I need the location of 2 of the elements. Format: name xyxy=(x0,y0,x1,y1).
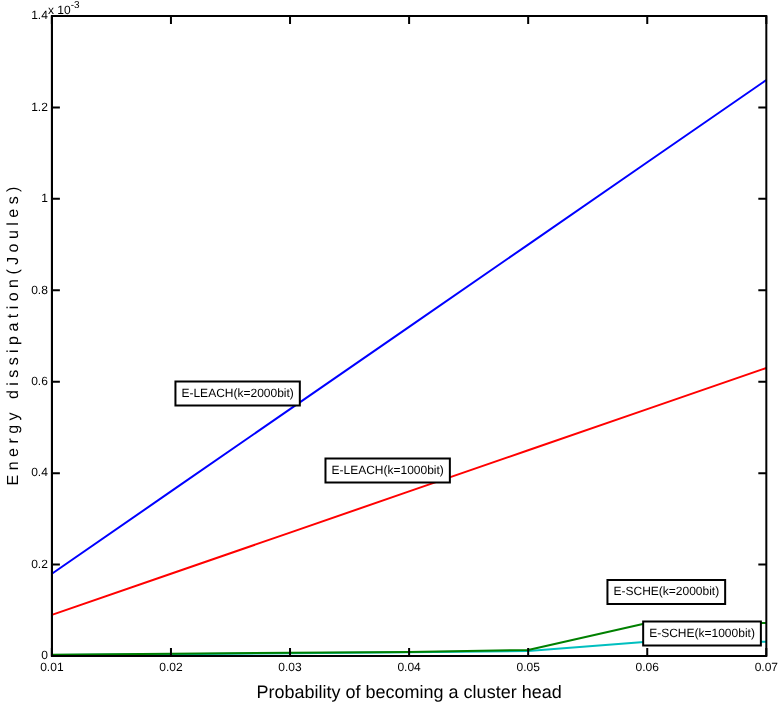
y-axis-title: E n e r g y d i s s i p a t i o n ( J o u l e s ) xyxy=(4,185,23,486)
x-axis-title: Probability of becoming a cluster head xyxy=(256,682,562,703)
